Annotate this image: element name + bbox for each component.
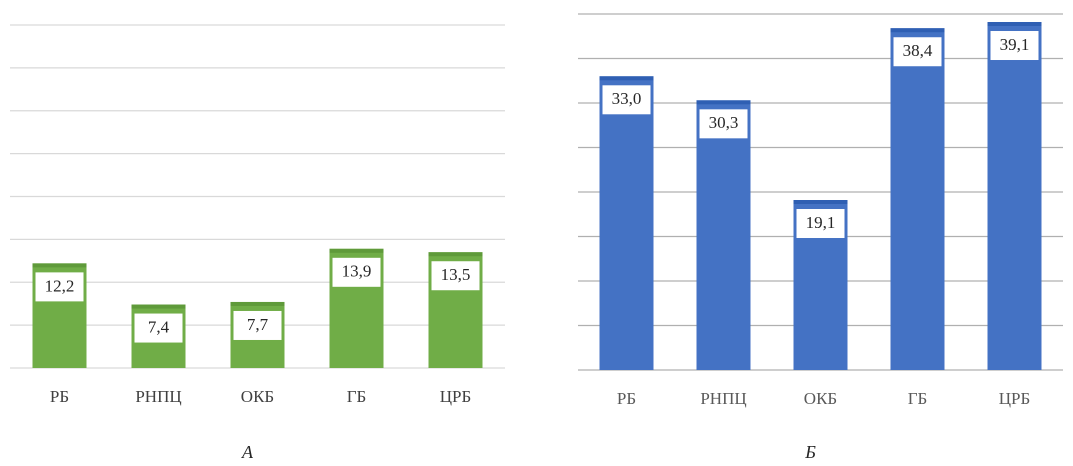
value-label: 12,2 — [45, 276, 75, 295]
x-tick-label: ОКБ — [241, 387, 274, 406]
x-tick-label: РНПЦ — [135, 387, 181, 406]
value-label-box — [134, 313, 183, 343]
caption: Б — [804, 442, 816, 462]
bar — [987, 22, 1042, 370]
value-label-box — [990, 31, 1039, 61]
x-tick-label: ГБ — [347, 387, 367, 406]
bar-cap — [793, 200, 848, 205]
value-label-box — [796, 209, 845, 239]
x-tick-label: РБ — [50, 387, 69, 406]
value-label: 39,1 — [1000, 35, 1030, 54]
value-label-box — [431, 261, 480, 291]
x-tick-label: РБ — [617, 389, 636, 408]
value-label: 33,0 — [612, 89, 642, 108]
value-label: 13,9 — [342, 262, 372, 281]
value-label-box — [233, 310, 282, 340]
bar — [696, 100, 751, 370]
value-label: 7,7 — [247, 315, 269, 334]
bar-cap — [599, 76, 654, 81]
value-label-box — [35, 272, 84, 302]
value-label-box — [332, 257, 381, 287]
value-label-box — [602, 85, 651, 115]
x-tick-label: ЦРБ — [440, 387, 472, 406]
value-label: 38,4 — [903, 41, 933, 60]
value-label: 7,4 — [148, 317, 170, 336]
caption: А — [241, 442, 254, 462]
bar — [599, 76, 654, 371]
bar-cap — [428, 252, 483, 257]
x-tick-label: ЦРБ — [999, 389, 1031, 408]
bar-cap — [987, 22, 1042, 27]
value-label-box — [699, 109, 748, 139]
value-label: 19,1 — [806, 213, 836, 232]
value-label: 13,5 — [441, 265, 471, 284]
bar-cap — [32, 263, 87, 268]
x-tick-label: ГБ — [908, 389, 928, 408]
value-label: 30,3 — [709, 113, 739, 132]
bar-cap — [131, 304, 186, 309]
bar-cap — [230, 301, 285, 306]
bar — [890, 28, 945, 371]
bar-cap — [329, 248, 384, 253]
bar-cap — [696, 100, 751, 105]
value-label-box — [893, 37, 942, 67]
x-tick-label: ОКБ — [804, 389, 837, 408]
x-tick-label: РНПЦ — [700, 389, 746, 408]
bar-cap — [890, 28, 945, 33]
